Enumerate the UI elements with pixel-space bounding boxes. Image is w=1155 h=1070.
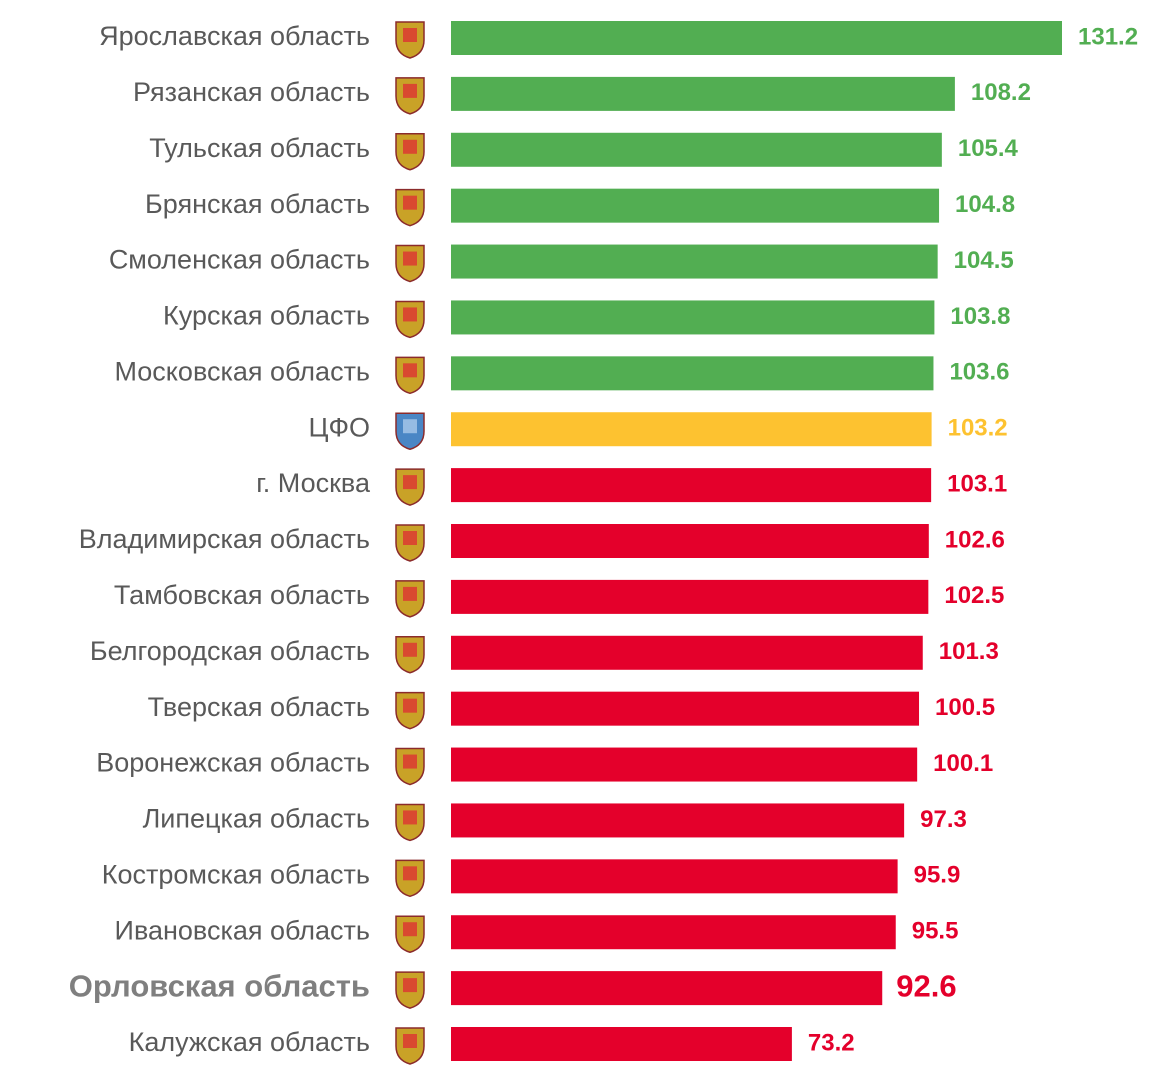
value-label: 102.6 — [945, 526, 1005, 553]
bar — [451, 76, 955, 111]
bar — [451, 524, 929, 558]
bar — [451, 356, 934, 391]
category-label: Тульская область — [149, 133, 370, 163]
value-label: 100.5 — [935, 694, 995, 721]
category-label: Ярославская область — [99, 21, 370, 51]
emblem-inner — [403, 810, 417, 825]
emblem-inner — [403, 475, 417, 490]
value-label: 103.8 — [950, 303, 1010, 330]
value-label: 105.4 — [958, 135, 1019, 162]
emblem-inner — [403, 866, 417, 881]
category-label: ЦФО — [308, 412, 370, 442]
bar — [451, 132, 942, 167]
bar — [451, 412, 932, 447]
emblem-inner — [403, 28, 417, 42]
value-label: 131.2 — [1078, 23, 1138, 50]
value-label: 92.6 — [896, 968, 956, 1003]
emblem-inner — [403, 195, 417, 210]
bar — [451, 747, 918, 782]
value-label: 108.2 — [971, 79, 1031, 106]
emblem-inner — [403, 531, 417, 545]
value-label: 103.1 — [947, 470, 1007, 497]
emblem-inner — [403, 642, 417, 657]
bar — [451, 468, 932, 503]
value-label: 104.8 — [955, 191, 1015, 218]
category-label: Ивановская область — [115, 915, 370, 945]
emblem-inner — [403, 251, 417, 266]
emblem-inner — [403, 586, 417, 601]
emblem-inner — [403, 307, 417, 322]
emblem-inner — [403, 83, 417, 98]
value-label: 104.5 — [954, 247, 1014, 274]
category-label: г. Москва — [256, 468, 371, 498]
emblem-inner — [403, 139, 417, 154]
bar — [451, 971, 883, 1006]
bar — [451, 188, 940, 223]
category-label: Московская область — [115, 356, 371, 386]
category-label: Брянская область — [145, 189, 370, 219]
value-label: 95.9 — [914, 862, 961, 889]
value-label: 73.2 — [808, 1029, 855, 1056]
category-label: Костромская область — [102, 859, 370, 889]
category-label: Белгородская область — [90, 636, 370, 666]
value-label: 103.2 — [948, 415, 1008, 442]
category-label: Тверская область — [148, 692, 370, 722]
category-label: Орловская область — [69, 968, 370, 1003]
category-label: Смоленская область — [109, 245, 370, 275]
emblem-inner — [403, 978, 417, 993]
bar — [451, 859, 898, 894]
value-label: 100.1 — [933, 750, 993, 777]
value-label: 95.5 — [912, 918, 959, 945]
emblem-inner — [403, 754, 417, 769]
bar — [451, 21, 1062, 55]
emblem-inner — [403, 419, 417, 434]
value-label: 102.5 — [944, 582, 1004, 609]
emblem-inner — [403, 922, 417, 937]
category-label: Курская область — [163, 301, 370, 331]
category-label: Воронежская область — [96, 748, 370, 778]
bar — [451, 300, 935, 335]
category-label: Липецкая область — [143, 804, 370, 834]
value-label: 101.3 — [939, 638, 999, 665]
value-label: 97.3 — [920, 806, 967, 833]
category-label: Тамбовская область — [114, 580, 370, 610]
bar — [451, 635, 923, 670]
bar — [451, 915, 896, 950]
value-label: 103.6 — [949, 359, 1009, 386]
category-label: Владимирская область — [79, 524, 370, 554]
category-label: Рязанская область — [133, 77, 370, 107]
emblem-inner — [403, 698, 417, 713]
bar — [451, 1027, 792, 1061]
bar — [451, 803, 905, 838]
bar — [451, 691, 920, 726]
emblem-inner — [403, 363, 417, 378]
bar — [451, 244, 938, 279]
emblem-inner — [403, 1034, 417, 1048]
category-label: Калужская область — [129, 1027, 370, 1057]
bar — [451, 579, 929, 614]
